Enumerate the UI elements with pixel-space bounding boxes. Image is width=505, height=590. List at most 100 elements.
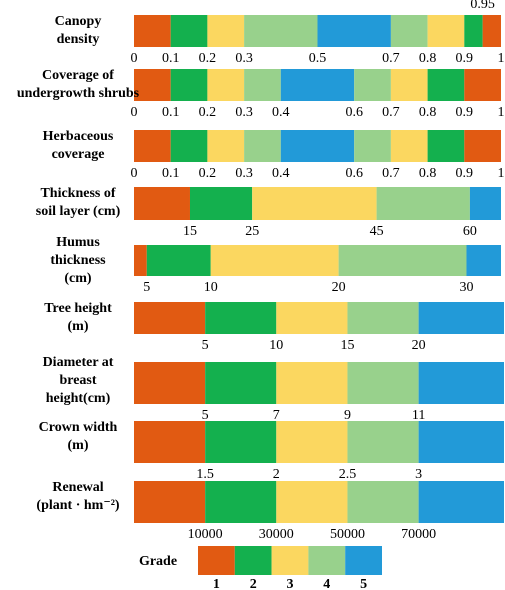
tick-label: 0.6: [345, 105, 363, 120]
bar-segment: [207, 15, 245, 47]
tick-label: 20: [332, 280, 346, 295]
bar-segment: [347, 302, 419, 334]
bar-segment: [464, 69, 501, 101]
tick-label: 5: [202, 408, 209, 423]
tick-label: 0: [131, 166, 138, 181]
tick-label: 5: [143, 280, 150, 295]
bar-segment: [390, 15, 428, 47]
row-label: Tree height: [44, 301, 112, 316]
bar-segment: [134, 481, 206, 523]
bar-segment: [280, 130, 355, 162]
bar-segment: [390, 69, 428, 101]
bar-segment: [205, 302, 277, 334]
tick-label: 0.8: [419, 105, 437, 120]
row-label: Thickness of: [40, 186, 115, 201]
tick-label: 0.4: [272, 166, 290, 181]
tick-label: 0.1: [162, 166, 180, 181]
bar-segment: [464, 15, 483, 47]
bar-segment: [347, 481, 419, 523]
row-label: Diameter at: [43, 355, 114, 370]
row-label: Coverage of: [42, 68, 114, 83]
row-label: (plant · hm⁻²): [36, 498, 119, 513]
tick-label: 70000: [401, 527, 436, 542]
tick-label: 0.8: [419, 51, 437, 66]
row-label: (cm): [64, 271, 92, 286]
tick-label: 10000: [188, 527, 223, 542]
tick-label: 11: [412, 408, 425, 423]
legend-label: 2: [250, 577, 257, 590]
bar-segment: [427, 15, 465, 47]
bar-segment: [146, 245, 211, 276]
tick-label: 9: [344, 408, 351, 423]
row-label: soil layer (cm): [36, 204, 121, 219]
bar-segment: [134, 187, 190, 220]
tick-label: 1.5: [196, 467, 214, 482]
tick-label: 0.7: [382, 105, 400, 120]
tick-label: 0.9: [456, 51, 474, 66]
tick-label: 0.7: [382, 166, 400, 181]
bar-segment: [210, 245, 339, 276]
bar-segment: [207, 130, 245, 162]
tick-label: 0.2: [199, 51, 217, 66]
legend-label: 1: [213, 577, 220, 590]
bar-segment: [134, 245, 147, 276]
tick-label: 0.9: [456, 166, 474, 181]
bar-segment: [276, 302, 348, 334]
bar-segment: [276, 481, 348, 523]
row-label: height(cm): [46, 391, 111, 406]
bar-segment: [280, 69, 355, 101]
bar-segment: [189, 187, 253, 220]
legend-swatch: [308, 546, 346, 575]
tick-label: 0.2: [199, 105, 217, 120]
tick-label: 1: [498, 166, 505, 181]
legend-label: 3: [287, 577, 294, 590]
bar-segment: [134, 69, 171, 101]
row-label: coverage: [52, 147, 105, 162]
bar-segment: [244, 130, 281, 162]
bar-segment: [338, 245, 467, 276]
bar-segment: [244, 15, 318, 47]
legend-label: 4: [323, 577, 330, 590]
bar-segment: [317, 15, 391, 47]
row-label: thickness: [50, 253, 106, 268]
bar-segment: [134, 362, 206, 404]
row-label: undergrowth shrubs: [17, 86, 140, 101]
row-label: Humus: [56, 235, 100, 250]
bar-segment: [466, 245, 501, 276]
tick-label: 0.8: [419, 166, 437, 181]
bar-segment: [427, 69, 465, 101]
tick-label: 0.1: [162, 105, 180, 120]
tick-label: 0.5: [309, 51, 327, 66]
tick-label: 0.6: [345, 166, 363, 181]
tick-label: 20: [412, 338, 426, 353]
bar-segment: [134, 130, 171, 162]
tick-label: 0.2: [199, 166, 217, 181]
bar-segment: [347, 362, 419, 404]
bar-segment: [134, 421, 206, 463]
tick-label: 15: [340, 338, 354, 353]
row-label: (m): [68, 319, 89, 334]
tick-label: 5: [202, 338, 209, 353]
tick-label: 2: [273, 467, 280, 482]
bar-segment: [207, 69, 245, 101]
tick-label: 0.9: [456, 105, 474, 120]
row-label: density: [57, 32, 100, 47]
bar-segment: [276, 362, 348, 404]
tick-label: 60: [463, 224, 477, 239]
bar-segment: [354, 130, 391, 162]
bar-segment: [205, 481, 277, 523]
bar-segment: [347, 421, 419, 463]
tick-label: 0: [131, 105, 138, 120]
tick-label: 0.3: [235, 166, 253, 181]
bar-segment: [376, 187, 470, 220]
tick-label: 50000: [330, 527, 365, 542]
bar-segment: [418, 362, 504, 404]
legend-swatch: [271, 546, 309, 575]
tick-label: 15: [183, 224, 197, 239]
row-label: breast: [59, 373, 96, 388]
bar-segment: [418, 302, 504, 334]
bar-segment: [464, 130, 501, 162]
tick-label: 45: [370, 224, 384, 239]
row-label: Renewal: [52, 480, 103, 495]
